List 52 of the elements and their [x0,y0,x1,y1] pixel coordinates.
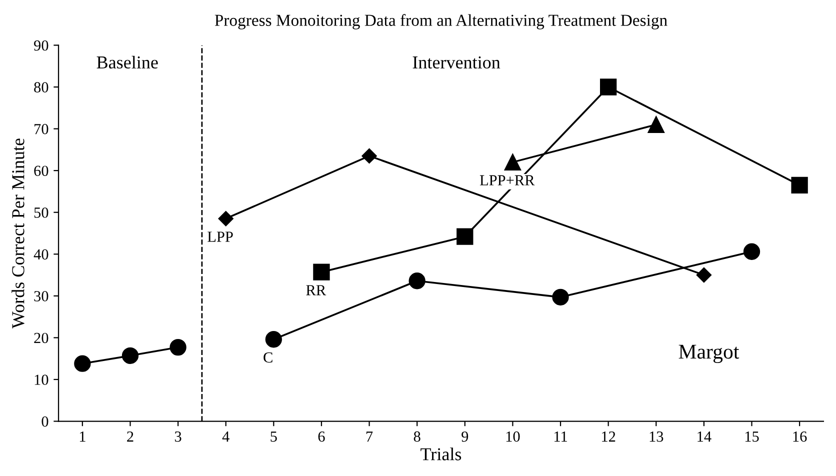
x-tick-label: 1 [80,432,86,442]
series-label: RR [306,285,326,296]
x-tick-label: 13 [650,431,664,442]
point [456,228,474,245]
x-tick-label: 3 [174,431,182,442]
y-tick-label: 80 [34,82,48,92]
point [552,288,569,306]
point [791,176,808,194]
series-label: LPP [208,232,233,242]
y-tick-label: 20 [34,332,48,344]
y-axis-title: Words Correct Per Minute [12,138,24,329]
series-label: LPP+RR [480,175,535,186]
y-tick-label: 30 [34,291,48,302]
x-tick-label: 9 [462,431,468,442]
y-tick-label: 40 [34,249,48,260]
x-tick-label: 5 [270,432,277,442]
x-tick-label: 11 [554,432,567,442]
x-tick-label: 16 [793,431,807,442]
point [696,267,712,283]
x-tick-label: 7 [366,432,373,442]
x-tick-label: 15 [745,432,759,442]
annotation: Intervention [412,56,500,69]
x-tick-label: 6 [318,431,325,442]
annotation: Margot [678,344,740,364]
x-tick-label: 10 [506,431,520,442]
x-tick-label: 8 [414,431,420,442]
y-tick-label: 60 [34,166,48,176]
point [170,338,186,356]
point [600,78,617,96]
point [313,264,330,280]
x-tick-label: 12 [602,431,616,442]
point [122,347,139,364]
x-axis-title: Trials [420,448,462,460]
point [504,154,522,171]
series-label: C [264,352,272,363]
x-tick-label: 2 [127,431,134,442]
point [648,116,664,133]
point [74,355,91,372]
point [218,211,234,226]
point [743,243,760,260]
x-tick-label: 14 [698,432,712,442]
y-tick-label: 90 [34,40,48,51]
y-tick-label: 50 [34,207,48,218]
point [362,148,377,164]
annotation: Baseline [96,56,158,69]
x-tick-label: 4 [222,432,230,442]
point [408,272,426,290]
chart-title: Progress Monoitoring Data from an Alternativing Treatment Design [214,14,668,30]
y-tick-label: 0 [42,416,48,427]
y-tick-label: 70 [34,124,48,134]
y-tick-label: 10 [34,374,48,385]
point [265,331,282,348]
